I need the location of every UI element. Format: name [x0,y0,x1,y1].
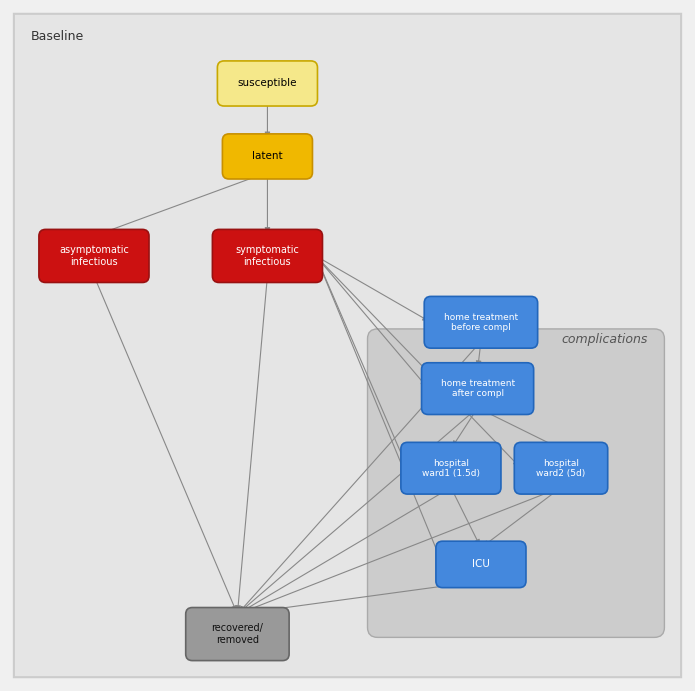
FancyBboxPatch shape [14,14,681,677]
FancyBboxPatch shape [514,442,607,494]
Text: Baseline: Baseline [31,30,84,44]
Text: recovered/
removed: recovered/ removed [211,623,263,645]
FancyBboxPatch shape [401,442,501,494]
Text: hospital
ward2 (5d): hospital ward2 (5d) [537,459,586,478]
Text: latent: latent [252,151,283,162]
FancyBboxPatch shape [186,607,289,661]
FancyBboxPatch shape [368,329,664,637]
Text: ICU: ICU [472,560,490,569]
FancyBboxPatch shape [424,296,538,348]
Text: hospital
ward1 (1.5d): hospital ward1 (1.5d) [422,459,480,478]
Text: home treatment
after compl: home treatment after compl [441,379,515,398]
Text: home treatment
before compl: home treatment before compl [444,312,518,332]
Text: symptomatic
infectious: symptomatic infectious [236,245,300,267]
Text: complications: complications [562,332,648,346]
FancyBboxPatch shape [218,61,318,106]
Text: asymptomatic
infectious: asymptomatic infectious [59,245,129,267]
FancyBboxPatch shape [422,363,534,415]
FancyBboxPatch shape [436,541,526,587]
Text: susceptible: susceptible [238,79,297,88]
FancyBboxPatch shape [39,229,149,283]
FancyBboxPatch shape [222,134,313,179]
FancyBboxPatch shape [213,229,322,283]
